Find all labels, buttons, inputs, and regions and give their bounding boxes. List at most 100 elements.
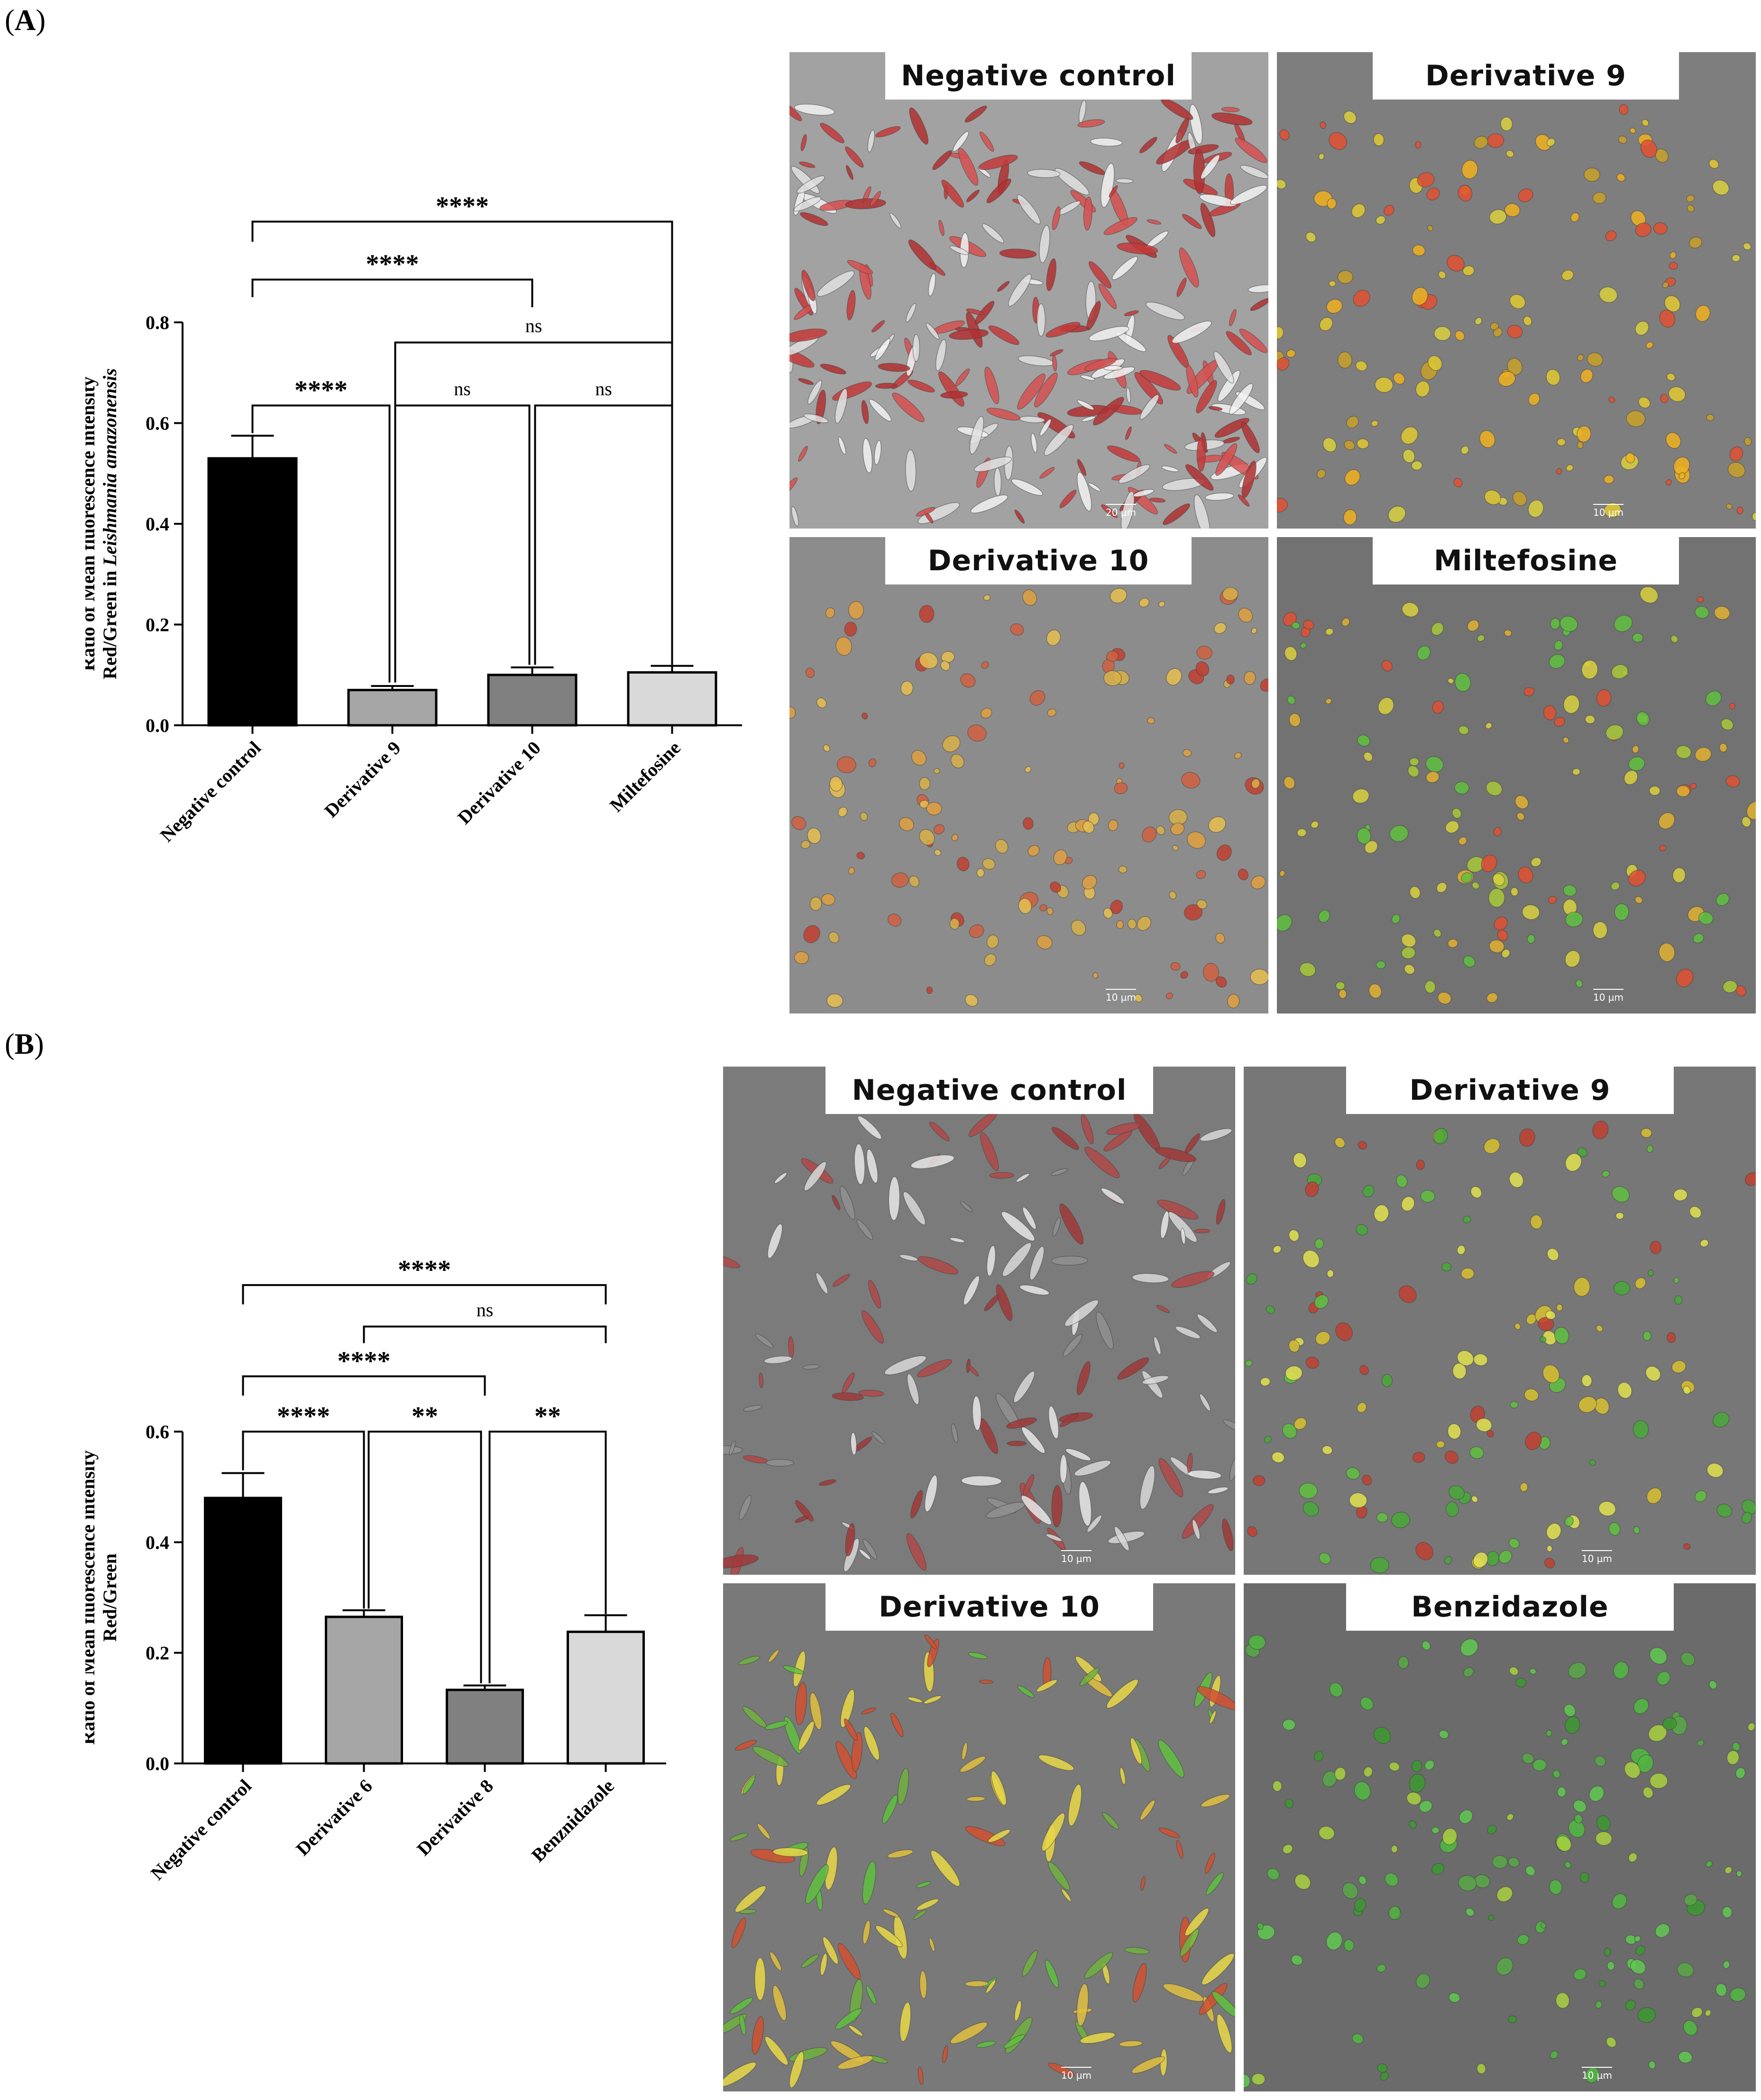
cell xyxy=(838,436,846,455)
significance-bracket xyxy=(242,1284,607,1305)
cell xyxy=(875,383,898,389)
cell xyxy=(1188,144,1219,155)
cell xyxy=(1182,214,1202,229)
cell xyxy=(1725,503,1733,510)
cell xyxy=(1185,464,1214,491)
cell xyxy=(1746,801,1756,820)
cell xyxy=(1250,876,1266,889)
micrograph-derivative-10: Derivative 10 10 µm xyxy=(723,1583,1235,2091)
cell xyxy=(1577,425,1591,443)
cell xyxy=(1081,1114,1094,1145)
cell xyxy=(966,190,980,202)
cell xyxy=(1196,438,1206,472)
cell xyxy=(1216,2014,1233,2054)
cell xyxy=(1596,689,1612,707)
cell xyxy=(1063,1334,1082,1357)
cell xyxy=(1695,305,1711,322)
cell xyxy=(1722,1906,1733,1918)
cell xyxy=(1401,947,1416,959)
cell xyxy=(1010,623,1024,636)
cell xyxy=(1127,919,1137,930)
cell xyxy=(1409,757,1420,766)
cell xyxy=(1279,870,1285,877)
cell xyxy=(1673,1277,1679,1284)
cell xyxy=(1017,373,1046,410)
cell xyxy=(1101,1187,1125,1205)
cell xyxy=(933,824,945,835)
cell xyxy=(1156,825,1165,835)
cell xyxy=(1183,749,1192,757)
cell xyxy=(1380,2072,1389,2081)
cell xyxy=(1373,1726,1391,1744)
cell xyxy=(1489,939,1505,953)
cell xyxy=(851,1732,863,1772)
cell xyxy=(1039,419,1052,437)
cell xyxy=(844,146,864,168)
cell xyxy=(789,2051,804,2088)
cell xyxy=(1088,261,1112,289)
cell xyxy=(933,768,940,774)
cell xyxy=(1653,222,1668,235)
cell xyxy=(1557,1786,1567,1798)
cell xyxy=(1196,870,1206,879)
cell xyxy=(963,1275,980,1306)
cell xyxy=(1103,670,1122,686)
cell xyxy=(1329,132,1348,150)
cell xyxy=(1241,421,1260,454)
cell xyxy=(1375,377,1394,393)
cell xyxy=(820,122,844,144)
cell xyxy=(1614,903,1629,921)
scale-bar xyxy=(1106,989,1136,990)
cell xyxy=(1114,782,1128,794)
cell xyxy=(1570,212,1579,222)
cell xyxy=(875,126,901,137)
cell xyxy=(846,290,856,320)
micrograph-cells xyxy=(723,1634,1235,2088)
cell xyxy=(870,191,881,207)
cell xyxy=(801,270,816,301)
cell xyxy=(1412,287,1428,306)
cell xyxy=(993,467,1002,496)
cell xyxy=(916,507,936,517)
cell xyxy=(1628,756,1645,771)
cell xyxy=(958,147,979,186)
cell xyxy=(1314,1238,1324,1250)
cell xyxy=(1052,355,1057,372)
cell xyxy=(1229,309,1237,327)
cell xyxy=(1353,290,1370,307)
cell xyxy=(1139,1465,1156,1510)
cell xyxy=(1170,962,1181,971)
cell xyxy=(1583,167,1600,182)
cell xyxy=(1141,1370,1163,1398)
cell xyxy=(1411,460,1423,471)
cell xyxy=(887,1849,914,1858)
cell xyxy=(1669,262,1678,270)
cell xyxy=(1398,1656,1409,1669)
cell xyxy=(1061,1889,1072,1902)
cell xyxy=(935,339,946,371)
cell xyxy=(1648,1269,1654,1277)
cell xyxy=(1376,1512,1388,1523)
cell xyxy=(1719,743,1727,753)
cell xyxy=(1693,933,1704,943)
cell xyxy=(984,953,997,966)
cell xyxy=(1572,768,1581,776)
cell xyxy=(1244,671,1256,685)
cell xyxy=(1092,972,1099,979)
cell xyxy=(1608,396,1615,403)
cell xyxy=(863,1726,880,1761)
cell xyxy=(1449,1992,1460,2003)
cell xyxy=(1025,766,1032,773)
cell xyxy=(789,329,827,342)
cell xyxy=(1059,1413,1079,1427)
cell xyxy=(861,400,869,424)
micrograph-cells xyxy=(789,587,1268,1009)
cell xyxy=(1510,1401,1519,1409)
cell xyxy=(1541,1922,1547,1929)
cell xyxy=(1445,820,1459,833)
cell xyxy=(1485,722,1492,730)
cell xyxy=(795,1682,807,1726)
cell xyxy=(820,1953,828,1976)
cell xyxy=(1117,1357,1149,1380)
cell xyxy=(1498,371,1516,387)
